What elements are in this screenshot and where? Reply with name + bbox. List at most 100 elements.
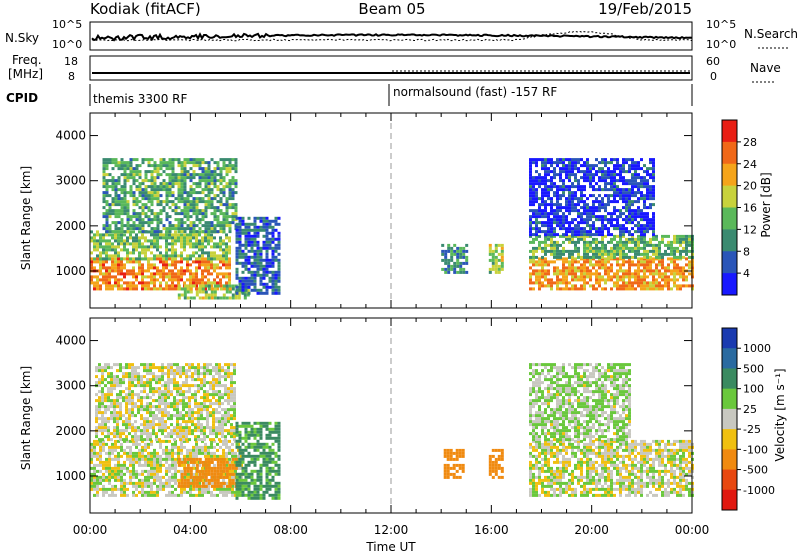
heatmap-cell <box>216 185 220 189</box>
heatmap-cell <box>126 445 129 449</box>
heatmap-cell <box>262 273 266 277</box>
heatmap-cell <box>631 194 634 198</box>
heatmap-cell <box>544 164 547 168</box>
heatmap-cell <box>235 261 239 265</box>
heatmap-cell <box>619 209 622 213</box>
heatmap-cell <box>111 472 114 476</box>
heatmap-cell <box>126 466 129 470</box>
heatmap-cell <box>134 375 137 379</box>
heatmap-cell <box>141 448 144 452</box>
heatmap-cell <box>228 206 232 210</box>
heatmap-cell <box>122 420 125 424</box>
heatmap-cell <box>96 481 99 485</box>
heatmap-cell <box>194 390 197 394</box>
heatmap-cell <box>231 179 235 183</box>
heatmap-cell <box>129 445 132 449</box>
heatmap-cell <box>188 426 191 430</box>
heatmap-cell <box>625 281 628 285</box>
heatmap-cell <box>201 209 205 213</box>
heatmap-cell <box>95 426 98 430</box>
heatmap-cell <box>207 179 211 183</box>
heatmap-cell <box>144 173 148 177</box>
heatmap-cell <box>185 429 188 433</box>
heatmap-cell <box>535 237 538 241</box>
heatmap-cell <box>616 284 619 288</box>
heatmap-cell <box>153 451 156 455</box>
heatmap-cell <box>592 287 595 291</box>
heatmap-cell <box>622 233 625 237</box>
heatmap-cell <box>601 224 604 228</box>
heatmap-cell <box>183 182 187 186</box>
heatmap-cell <box>643 215 646 219</box>
heatmap-cell <box>544 224 547 228</box>
heatmap-cell <box>159 230 163 234</box>
heatmap-cell <box>162 481 165 485</box>
heatmap-cell <box>592 176 595 180</box>
heatmap-cell <box>165 257 168 261</box>
heatmap-cell <box>213 179 217 183</box>
heatmap-cell <box>586 260 589 264</box>
heatmap-cell <box>117 454 120 458</box>
heatmap-cell <box>246 293 250 297</box>
heatmap-cell <box>661 278 664 282</box>
heatmap-cell <box>185 414 188 418</box>
heatmap-cell <box>225 284 229 288</box>
heatmap-cell <box>565 275 568 279</box>
heatmap-cell <box>277 267 281 271</box>
heatmap-cell <box>598 227 601 231</box>
heatmap-cell <box>104 417 107 421</box>
heatmap-cell <box>634 185 637 189</box>
heatmap-cell <box>120 478 123 482</box>
heatmap-cell <box>98 363 101 367</box>
heatmap-cell <box>198 161 202 165</box>
heatmap-cell <box>640 257 643 261</box>
heatmap-cell <box>144 275 147 279</box>
heatmap-cell <box>216 173 220 177</box>
heatmap-cell <box>277 252 281 256</box>
heatmap-cell <box>204 209 208 213</box>
heatmap-cell <box>637 197 640 201</box>
heatmap-cell <box>491 261 495 265</box>
heatmap-cell <box>541 203 544 207</box>
nave-tick-top: 60 <box>706 55 720 68</box>
heatmap-cell <box>673 249 676 253</box>
heatmap-cell <box>213 293 217 297</box>
heatmap-cell <box>168 287 171 291</box>
heatmap-cell <box>101 414 104 418</box>
heatmap-cell <box>171 164 175 168</box>
heatmap-cell <box>207 266 210 270</box>
heatmap-cell <box>441 249 445 253</box>
heatmap-cell <box>171 227 175 231</box>
heatmap-cell <box>553 240 556 244</box>
heatmap-cell <box>568 224 571 228</box>
heatmap-cell <box>131 426 134 430</box>
heatmap-cell <box>95 375 98 379</box>
heatmap-cell <box>265 258 269 262</box>
heatmap-cell <box>201 263 204 267</box>
heatmap-cell <box>194 399 197 403</box>
heatmap-cell <box>562 266 565 270</box>
heatmap-cell <box>631 255 634 259</box>
heatmap-cell <box>628 182 631 186</box>
heatmap-cell <box>93 493 96 497</box>
heatmap-cell <box>664 281 667 285</box>
heatmap-cell <box>231 203 235 207</box>
heatmap-cell <box>643 287 646 291</box>
heatmap-cell <box>244 234 248 238</box>
heatmap-cell <box>673 263 676 267</box>
heatmap-cell <box>144 221 148 225</box>
heatmap-cell <box>188 420 191 424</box>
heatmap-cell <box>177 182 181 186</box>
heatmap-cell <box>532 255 535 259</box>
heatmap-cell <box>143 429 146 433</box>
heatmap-cell <box>619 287 622 291</box>
heatmap-cell <box>186 263 189 267</box>
heatmap-cell <box>565 287 568 291</box>
heatmap-cell <box>688 266 691 270</box>
heatmap-cell <box>646 179 649 183</box>
heatmap-cell <box>550 209 553 213</box>
heatmap-cell <box>541 212 544 216</box>
heatmap-cell <box>126 221 130 225</box>
heatmap-cell <box>176 381 179 385</box>
heatmap-cell <box>640 275 643 279</box>
